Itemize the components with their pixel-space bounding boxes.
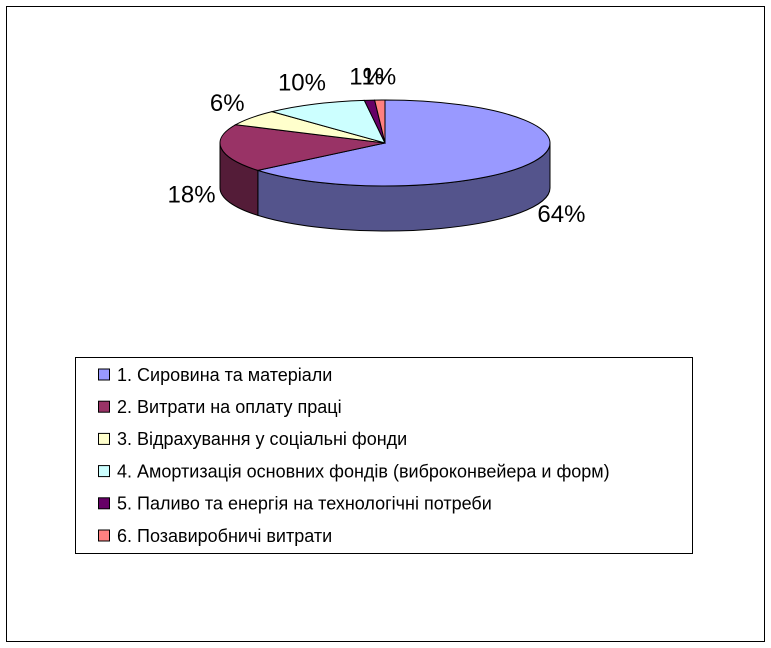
legend-label: 5. Паливо та енергія на технологічні пот… bbox=[117, 494, 492, 514]
legend-swatch bbox=[98, 529, 110, 542]
pie-slice bbox=[270, 99, 386, 144]
pie-slice bbox=[219, 124, 386, 171]
data-label: 10% bbox=[278, 70, 326, 97]
legend-box bbox=[75, 357, 693, 554]
legend-label: 6. Позавиробничі витрати bbox=[117, 526, 332, 546]
data-label: 6% bbox=[210, 90, 245, 117]
legend-label: 1. Сировина та матеріали bbox=[117, 365, 332, 385]
pie-tops bbox=[219, 99, 551, 187]
pie-labels: 64% 18% 6% 10% 1%1% bbox=[168, 63, 586, 228]
legend-label: 2. Витрати на оплату праці bbox=[117, 397, 342, 417]
legend-swatch bbox=[98, 368, 110, 381]
data-label: 18% bbox=[168, 181, 216, 208]
pie-slice bbox=[374, 99, 386, 144]
legend-label: 4. Амортизація основних фондів (виброкон… bbox=[117, 461, 610, 481]
data-label: 1% bbox=[362, 63, 397, 90]
legend-swatch bbox=[98, 400, 110, 413]
legend-label: 3. Відрахування у соціальні фонди bbox=[117, 429, 407, 449]
legend-swatch bbox=[98, 465, 110, 478]
pie-slice bbox=[255, 99, 551, 187]
legend-swatch bbox=[98, 432, 110, 445]
legend-swatch bbox=[98, 497, 110, 510]
data-label: 1% bbox=[349, 64, 384, 91]
data-label: 64% bbox=[537, 201, 585, 228]
legend: 1. Сировина та матеріали 2. Витрати на оп… bbox=[98, 365, 610, 546]
